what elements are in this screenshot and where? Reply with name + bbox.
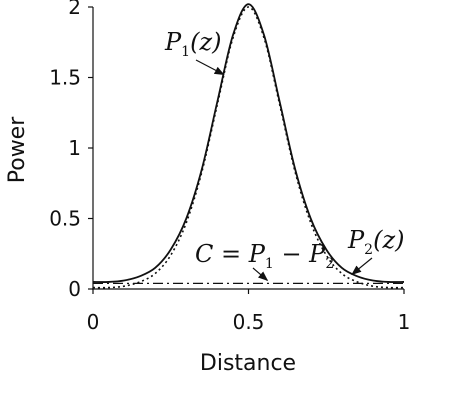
y-axis-title: Power — [5, 116, 30, 183]
annotation-arrow-c — [252, 267, 269, 282]
ticks-group: 0 0.5 1 1.5 2 0 0.5 1 — [49, 0, 410, 334]
x-tick-label: 1 — [398, 310, 411, 334]
x-tick-label: 0.5 — [233, 310, 265, 334]
y-tick-label: 0 — [68, 277, 81, 301]
series-line-p2 — [92, 6, 405, 289]
annotation-arrow-p2 — [351, 257, 373, 275]
annotation-p1: P1(z) — [164, 28, 221, 60]
annotation-arrow-p1 — [195, 59, 225, 76]
y-tick-label: 1 — [68, 136, 81, 160]
x-tick-label: 0 — [87, 310, 100, 334]
annotation-c: C = P1 − P2 — [195, 240, 334, 272]
x-axis-title: Distance — [200, 351, 296, 376]
y-tick-label: 0.5 — [49, 207, 81, 231]
y-tick-label: 1.5 — [49, 66, 81, 90]
annotations-group: P1(z) P2(z) C = P1 − P2 — [164, 28, 404, 282]
y-tick-label: 2 — [68, 0, 81, 19]
annotation-p2: P2(z) — [347, 226, 404, 258]
